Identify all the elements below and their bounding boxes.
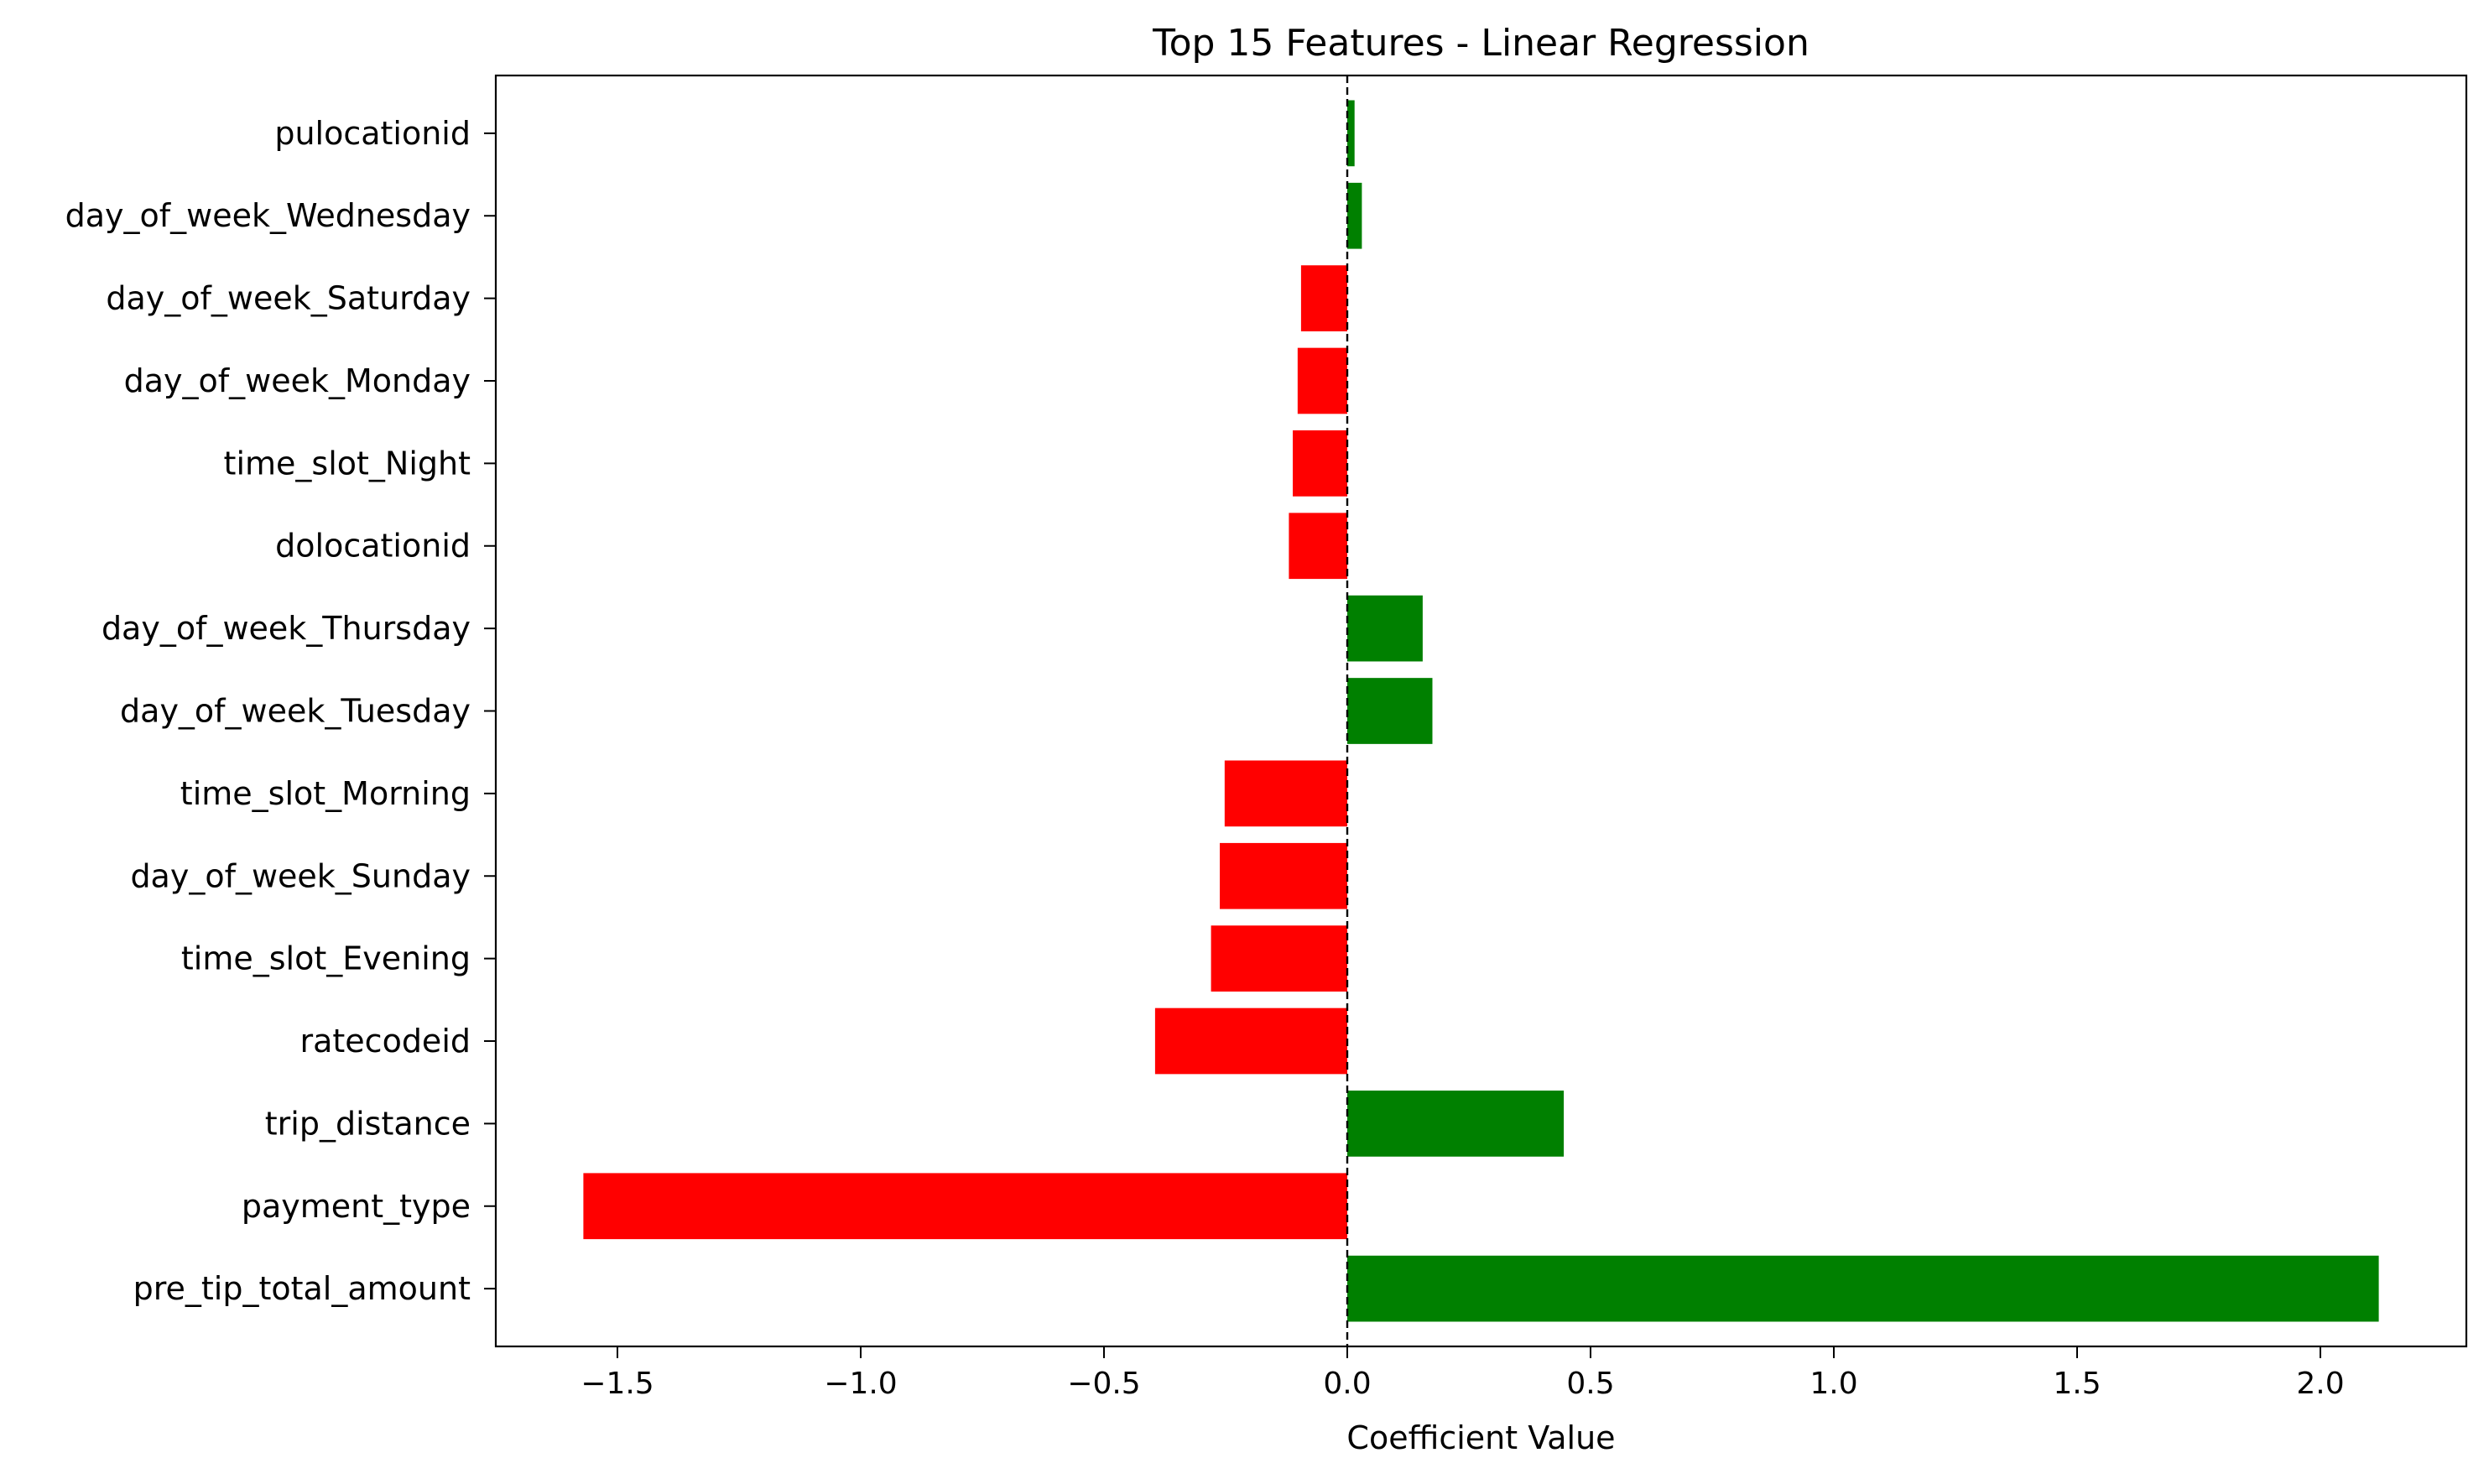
bar-payment-type <box>583 1173 1347 1240</box>
y-tick-label: day_of_week_Tuesday <box>120 693 471 730</box>
bar-day-of-week-sunday <box>1220 842 1347 909</box>
y-tick-label: day_of_week_Monday <box>124 362 471 399</box>
y-tick-label: day_of_week_Wednesday <box>65 197 471 234</box>
bar-dolocationid <box>1289 513 1347 580</box>
y-tick-label: day_of_week_Thursday <box>102 610 471 647</box>
bar-day-of-week-tuesday <box>1347 678 1433 744</box>
x-tick-label: 1.0 <box>1809 1367 1857 1401</box>
x-tick-label: −0.5 <box>1067 1367 1140 1401</box>
bar-trip-distance <box>1347 1091 1565 1157</box>
y-tick-label: dolocationid <box>275 528 471 565</box>
bar-pre-tip-total-amount <box>1347 1255 2379 1322</box>
y-tick-label: trip_distance <box>265 1105 471 1142</box>
bar-ratecodeid <box>1154 1008 1347 1075</box>
x-tick-label: −1.0 <box>824 1367 897 1401</box>
y-tick-label: time_slot_Night <box>224 445 471 482</box>
y-tick-label: time_slot_Evening <box>181 940 471 977</box>
y-tick-label: payment_type <box>242 1188 471 1225</box>
x-tick-label: 0.0 <box>1323 1367 1371 1401</box>
x-tick-label: −1.5 <box>581 1367 653 1401</box>
y-tick-label: pre_tip_total_amount <box>133 1270 471 1307</box>
bar-time-slot-evening <box>1211 925 1347 992</box>
bar-time-slot-night <box>1293 430 1347 497</box>
bar-day-of-week-monday <box>1297 347 1347 414</box>
y-tick-label: ratecodeid <box>299 1023 471 1060</box>
y-tick-label: pulocationid <box>274 115 471 152</box>
x-axis-label: Coefficient Value <box>1346 1419 1615 1456</box>
bars-layer <box>583 100 2379 1322</box>
x-axis-ticks: −1.5 −1.0 −0.5 0.0 0.5 1.0 1.5 2.0 <box>581 1346 2345 1401</box>
bar-day-of-week-thursday <box>1347 595 1423 662</box>
y-axis-ticks: pre_tip_total_amount payment_type trip_dis… <box>65 115 496 1307</box>
x-tick-label: 0.5 <box>1566 1367 1614 1401</box>
y-tick-label: day_of_week_Sunday <box>130 857 471 894</box>
y-tick-label: day_of_week_Saturday <box>106 280 471 317</box>
bar-pulocationid <box>1347 100 1355 167</box>
x-tick-label: 2.0 <box>2296 1367 2344 1401</box>
y-tick-label: time_slot_Morning <box>180 775 471 812</box>
chart-title: Top 15 Features - Linear Regression <box>1152 22 1809 65</box>
bar-time-slot-morning <box>1224 760 1347 827</box>
bar-day-of-week-wednesday <box>1347 182 1362 249</box>
x-tick-label: 1.5 <box>2053 1367 2101 1401</box>
bar-day-of-week-saturday <box>1300 265 1347 331</box>
